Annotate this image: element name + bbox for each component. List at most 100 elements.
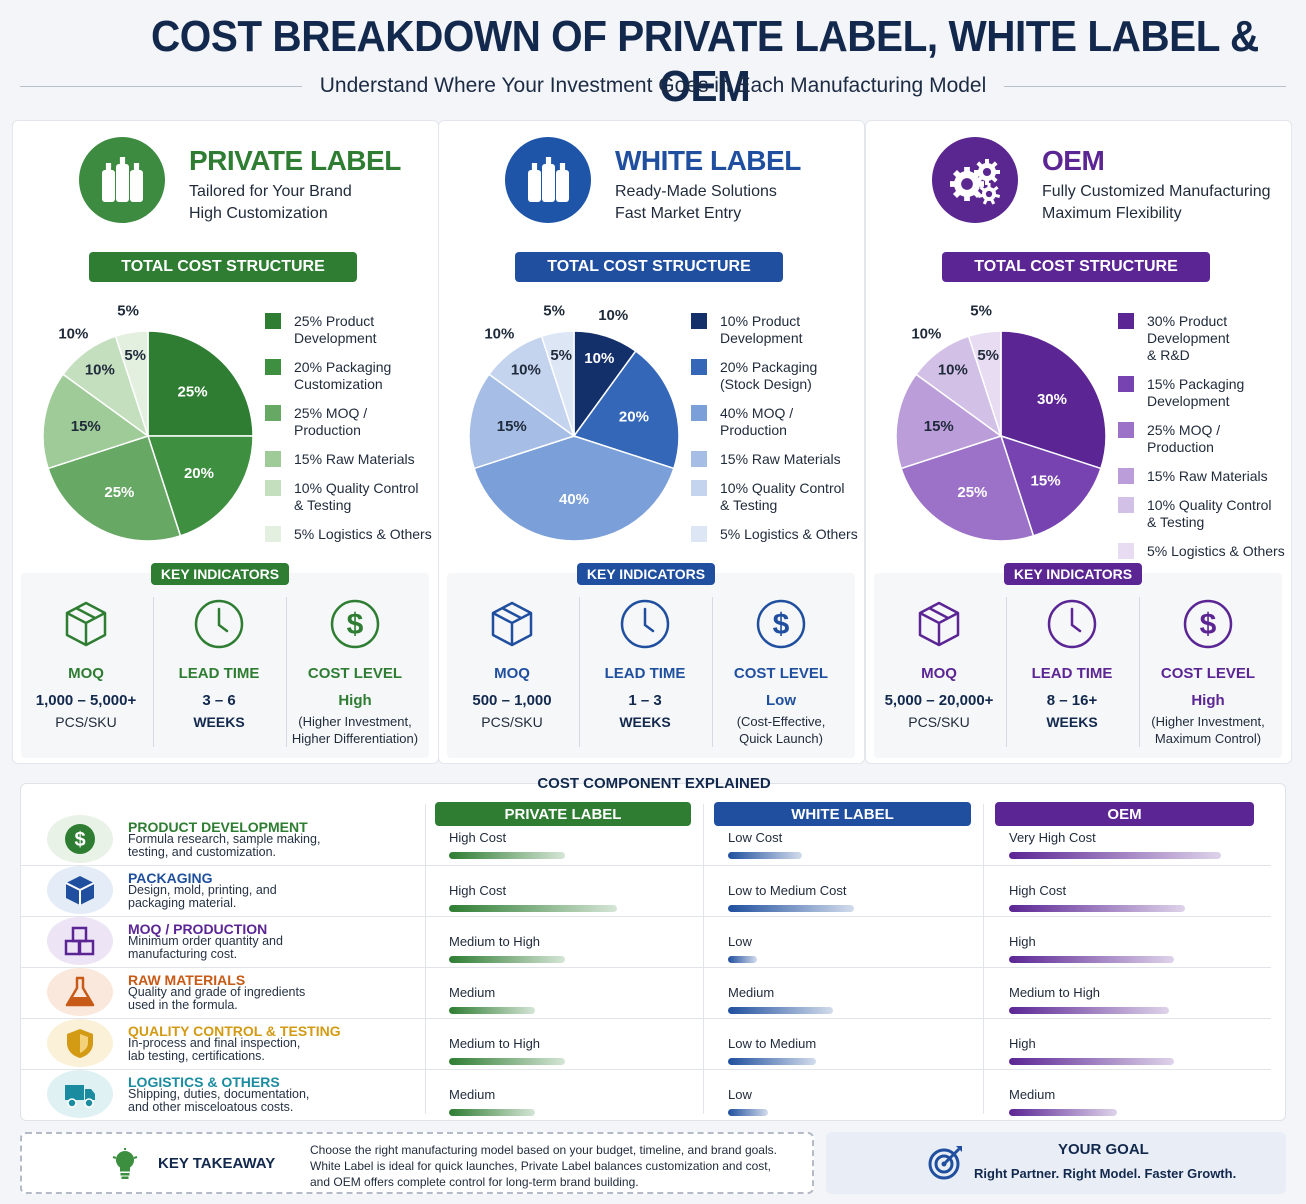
model-icon-badge bbox=[932, 137, 1018, 223]
legend-swatch bbox=[1118, 468, 1134, 484]
divider bbox=[20, 85, 302, 87]
lead-time-indicator: LEAD TIME 3 – 6 WEEKS bbox=[153, 597, 285, 730]
pie-label: 10% bbox=[584, 350, 614, 367]
model-tagline: Tailored for Your Brand bbox=[189, 183, 352, 200]
divider bbox=[286, 597, 287, 747]
cost-level-value: High bbox=[1191, 692, 1225, 709]
component-name: RAW MATERIALS bbox=[128, 972, 246, 988]
lead-time-value: 3 – 6 bbox=[202, 692, 236, 709]
legend-item: 15% Raw Materials bbox=[691, 451, 841, 468]
legend-item: 15% Packaging Development bbox=[1118, 376, 1244, 410]
legend-text: 25% Product Development bbox=[294, 313, 377, 346]
pie-label: 5% bbox=[124, 347, 146, 364]
cost-pie-chart: 30% 15% 25% 15% 10% 10% 5% 5% bbox=[895, 303, 1107, 542]
bottles-icon bbox=[528, 157, 569, 202]
svg-text:$: $ bbox=[347, 608, 364, 641]
legend-text: 5% Logistics & Others bbox=[720, 526, 858, 542]
legend-item: 5% Logistics & Others bbox=[691, 526, 858, 543]
pie-label: 10% bbox=[85, 362, 115, 379]
lead-time-unit: WEEKS bbox=[619, 714, 671, 730]
total-cost-structure-label: TOTAL COST STRUCTURE bbox=[89, 252, 357, 282]
box-icon bbox=[491, 601, 533, 647]
legend-swatch bbox=[1118, 313, 1134, 329]
component-desc: Minimum order quantity and bbox=[128, 934, 283, 948]
your-goal-box: YOUR GOAL Right Partner. Right Model. Fa… bbox=[826, 1132, 1286, 1194]
key-takeaway-box: KEY TAKEAWAY Choose the right manufactur… bbox=[20, 1132, 814, 1194]
pie-slice bbox=[468, 373, 576, 470]
component-desc: packaging material. bbox=[128, 896, 237, 910]
cost-level-bar bbox=[728, 1007, 833, 1014]
lead-time-heading: LEAD TIME bbox=[604, 665, 686, 682]
legend-text: 5% Logistics & Others bbox=[294, 526, 432, 542]
moq-value: 5,000 – 20,000+ bbox=[884, 692, 994, 709]
component-icon-badge bbox=[47, 917, 113, 965]
cost-level-bar bbox=[728, 1058, 816, 1065]
legend-swatch bbox=[265, 451, 281, 467]
svg-text:$: $ bbox=[74, 829, 85, 851]
cost-level-text: Low bbox=[728, 1087, 752, 1102]
cost-level-text: Medium bbox=[1009, 1087, 1056, 1102]
legend-swatch bbox=[265, 480, 281, 496]
legend-swatch bbox=[1118, 422, 1134, 438]
cost-level-indicator: $ COST LEVEL Low (Cost-Effective, Quick Laun… bbox=[715, 597, 847, 747]
cost-level-text: Low Cost bbox=[728, 830, 783, 845]
moq-value: 1,000 – 5,000+ bbox=[35, 692, 137, 709]
divider bbox=[21, 916, 1271, 917]
legend-text: 25% MOQ / Production bbox=[1147, 422, 1221, 455]
dollar-icon: $ bbox=[330, 599, 380, 649]
legend-item: 5% Logistics & Others bbox=[265, 526, 432, 543]
key-indicators-label: KEY INDICATORS bbox=[577, 563, 715, 585]
legend-text: 10% Product Development bbox=[720, 313, 803, 346]
legend-item: 15% Raw Materials bbox=[1118, 468, 1268, 485]
cost-level-bar bbox=[449, 905, 617, 912]
cost-level-bar bbox=[728, 956, 757, 963]
pie-label: 5% bbox=[550, 347, 572, 364]
total-cost-structure-label: TOTAL COST STRUCTURE bbox=[515, 252, 783, 282]
cost-level-text: High Cost bbox=[1009, 883, 1067, 898]
pie-label: 5% bbox=[977, 347, 999, 364]
divider bbox=[703, 804, 704, 1114]
model-title: OEM bbox=[1042, 145, 1105, 176]
cost-level-text: Medium bbox=[449, 1087, 496, 1102]
lead-time-unit: WEEKS bbox=[1046, 714, 1098, 730]
legend-text: 25% MOQ / Production bbox=[294, 405, 368, 438]
model-tagline: High Customization bbox=[189, 205, 328, 222]
component-desc: Design, mold, printing, and bbox=[128, 883, 277, 897]
model-tagline: Fast Market Entry bbox=[615, 205, 742, 222]
legend-text: 15% Raw Materials bbox=[1147, 468, 1268, 484]
legend-text: 20% Packaging (Stock Design) bbox=[720, 359, 818, 392]
divider bbox=[983, 804, 984, 1114]
clock-icon bbox=[620, 599, 670, 649]
legend-swatch bbox=[691, 451, 707, 467]
pie-slice bbox=[895, 373, 1003, 470]
flask-icon bbox=[65, 976, 94, 1006]
component-row: QUALITY CONTROL & TESTING In-process and … bbox=[21, 1018, 1271, 1069]
component-row: LOGISTICS & OTHERS Shipping, duties, docu… bbox=[21, 1069, 1271, 1120]
component-desc: Formula research, sample making, bbox=[128, 832, 321, 846]
model-tagline: Maximum Flexibility bbox=[1042, 205, 1182, 222]
takeaway-text-3: and OEM offers complete control for long… bbox=[310, 1175, 639, 1189]
pie-slice bbox=[540, 330, 575, 437]
shield-icon bbox=[66, 1028, 93, 1058]
key-indicators-label: KEY INDICATORS bbox=[1004, 563, 1142, 585]
pie-label: 25% bbox=[104, 484, 134, 501]
divider bbox=[1004, 85, 1287, 87]
column-header: WHITE LABEL bbox=[714, 802, 971, 826]
pie-label: 10% bbox=[511, 362, 541, 379]
legend-item: 25% MOQ / Production bbox=[265, 405, 367, 439]
legend-item: 5% Logistics & Others bbox=[1118, 543, 1285, 560]
legend-item: 30% Product Development & R&D bbox=[1118, 313, 1230, 364]
legend-text: 40% MOQ / Production bbox=[720, 405, 794, 438]
truck-icon bbox=[64, 1084, 95, 1108]
cost-level-note: (Higher Investment, Higher Differentiatio… bbox=[291, 714, 419, 746]
moq-value: 500 – 1,000 bbox=[472, 692, 552, 709]
pie-slice bbox=[47, 435, 182, 542]
pie-label: 30% bbox=[1037, 391, 1067, 408]
legend-swatch bbox=[691, 480, 707, 496]
cost-level-bar bbox=[728, 905, 854, 912]
pie-label: 20% bbox=[184, 465, 214, 482]
lead-time-heading: LEAD TIME bbox=[1031, 665, 1113, 682]
cost-level-text: High bbox=[1009, 1036, 1036, 1051]
divider bbox=[712, 597, 713, 747]
moq-indicator: MOQ 500 – 1,000 PCS/SKU bbox=[446, 597, 578, 730]
